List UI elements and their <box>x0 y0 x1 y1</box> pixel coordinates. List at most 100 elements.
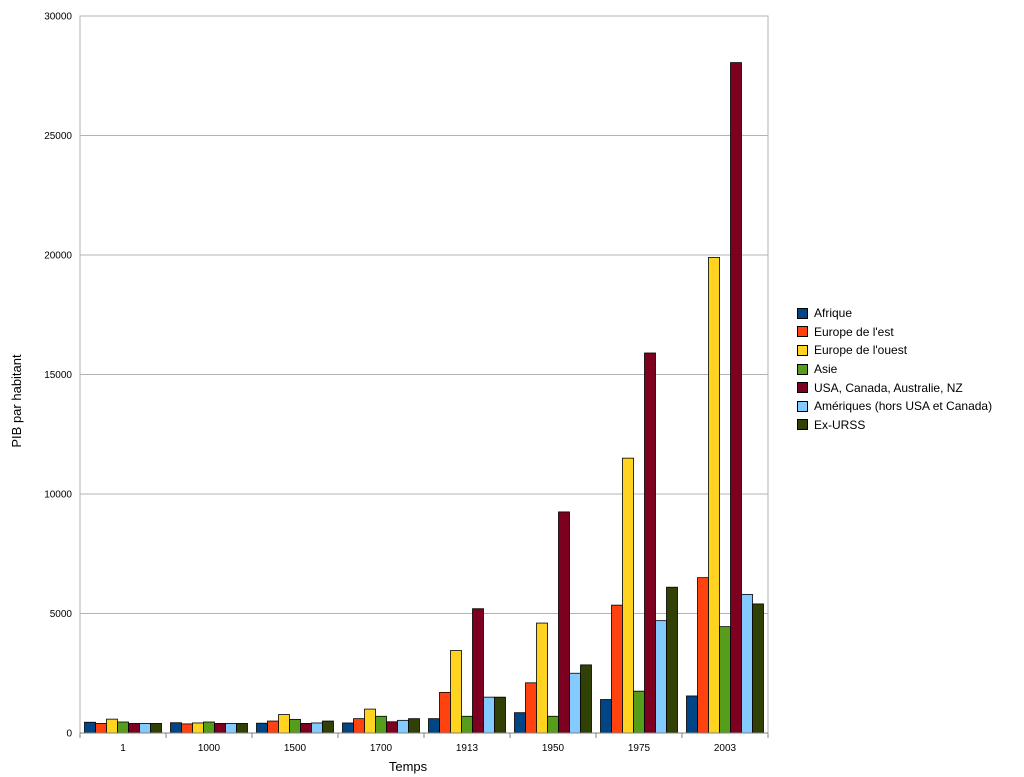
bar <box>472 608 484 734</box>
bar <box>514 712 526 734</box>
bar <box>364 708 376 734</box>
bar <box>236 723 248 734</box>
bar <box>192 722 204 734</box>
bar <box>214 723 226 734</box>
bar <box>203 721 215 734</box>
bar <box>558 511 570 734</box>
y-tick-label: 10000 <box>44 490 72 501</box>
legend-swatch <box>797 326 808 338</box>
y-tick-label: 15000 <box>44 370 72 381</box>
bar <box>569 672 581 734</box>
bar <box>300 723 312 734</box>
x-tick-label: 1700 <box>370 743 393 754</box>
x-tick-label: 1500 <box>284 743 307 754</box>
bar <box>278 714 290 734</box>
bar <box>483 696 495 734</box>
bars <box>84 62 764 734</box>
bar <box>697 577 709 734</box>
legend-swatch <box>797 419 808 431</box>
bar <box>170 722 182 734</box>
legend-swatch <box>797 363 808 375</box>
bar <box>289 718 301 734</box>
legend-label: Europe de l'est <box>814 324 894 339</box>
x-tick-label: 1913 <box>456 743 479 754</box>
bar <box>106 718 118 734</box>
legend-item: Amériques (hors USA et Canada) <box>797 397 992 416</box>
legend-item: Europe de l'ouest <box>797 341 992 360</box>
bar <box>461 715 473 734</box>
bar <box>342 722 354 734</box>
x-tick-labels: 1 1000 1500 1700 1913 1950 1975 2003 <box>120 743 736 754</box>
bar <box>117 721 129 734</box>
bar <box>622 457 634 734</box>
legend-item: Europe de l'est <box>797 323 992 342</box>
legend-item: Ex-URSS <box>797 416 992 435</box>
legend: Afrique Europe de l'est Europe de l'ouest A… <box>797 304 992 434</box>
legend-swatch <box>797 344 808 356</box>
legend-label: Afrique <box>814 306 853 321</box>
bar <box>181 723 193 734</box>
legend-item: Asie <box>797 360 992 379</box>
y-axis-title: PIB par habitant <box>9 354 24 448</box>
legend-label: Amériques (hors USA et Canada) <box>814 399 993 414</box>
bar <box>139 723 151 734</box>
x-tick-label: 1000 <box>198 743 221 754</box>
bar <box>547 715 559 734</box>
bar <box>494 696 506 734</box>
bar <box>719 626 731 734</box>
bar <box>311 722 323 734</box>
bar <box>397 719 409 734</box>
bar <box>633 690 645 734</box>
bar <box>439 691 451 734</box>
bar <box>666 586 678 734</box>
bar <box>536 622 548 734</box>
bar <box>708 256 720 734</box>
legend-item: Afrique <box>797 304 992 323</box>
bar <box>353 718 365 734</box>
legend-label: Ex-URSS <box>814 417 866 432</box>
bar <box>730 62 742 734</box>
bar <box>686 695 698 734</box>
y-tick-label: 5000 <box>50 609 73 620</box>
bar <box>655 620 667 734</box>
bar <box>95 723 107 734</box>
axes <box>79 15 769 738</box>
legend-label: USA, Canada, Australie, NZ <box>814 380 963 395</box>
bar <box>752 603 764 734</box>
legend-label: Asie <box>814 362 838 377</box>
x-tick-label: 1950 <box>542 743 565 754</box>
x-axis-title: Temps <box>389 759 428 774</box>
bar <box>428 718 440 734</box>
bar <box>322 720 334 734</box>
bar <box>450 650 462 734</box>
y-tick-labels: 0 5000 10000 15000 20000 25000 30000 <box>44 12 72 740</box>
bar <box>525 682 537 734</box>
gridlines <box>80 15 768 614</box>
y-tick-label: 0 <box>66 729 72 740</box>
y-tick-label: 20000 <box>44 251 72 262</box>
bar <box>256 722 268 734</box>
bar <box>611 604 623 734</box>
bar <box>741 593 753 734</box>
legend-swatch <box>797 382 808 394</box>
bar <box>375 715 387 734</box>
bar <box>150 723 162 734</box>
bar <box>580 664 592 734</box>
bar <box>225 723 237 734</box>
bar <box>84 721 96 734</box>
bar <box>600 699 612 734</box>
bar <box>128 723 140 734</box>
legend-swatch <box>797 400 808 412</box>
legend-swatch <box>797 307 808 319</box>
y-tick-label: 25000 <box>44 131 72 142</box>
bar <box>267 720 279 734</box>
x-tick-label: 1975 <box>628 743 651 754</box>
bar <box>408 718 420 734</box>
bar <box>386 721 398 734</box>
y-tick-label: 30000 <box>44 12 72 23</box>
x-tick-label: 2003 <box>714 743 737 754</box>
legend-item: USA, Canada, Australie, NZ <box>797 378 992 397</box>
bar <box>644 352 656 734</box>
legend-label: Europe de l'ouest <box>814 343 908 358</box>
